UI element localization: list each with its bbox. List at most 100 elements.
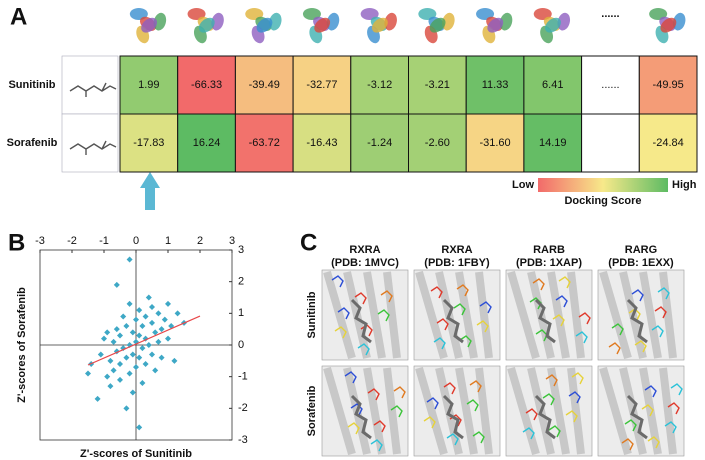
residue	[641, 404, 654, 417]
molecule	[69, 140, 117, 155]
ligand	[626, 298, 648, 344]
arrow	[140, 172, 160, 210]
ribbon	[639, 367, 662, 455]
residue	[631, 289, 644, 302]
scatter-point	[110, 338, 117, 345]
y-tick-label: -3	[238, 434, 248, 446]
heatmap-cell	[581, 113, 640, 173]
protein-structure	[153, 12, 167, 31]
ribbon	[567, 367, 585, 455]
cell-value: -3.12	[367, 79, 392, 91]
panel-label: C	[300, 229, 317, 256]
protein-structure	[211, 12, 224, 31]
scatter-point	[158, 354, 165, 361]
residue	[611, 323, 624, 336]
legend-high: High	[672, 179, 697, 191]
scatter-point	[85, 370, 91, 377]
residue	[472, 431, 485, 444]
molecule-box	[61, 55, 119, 115]
row-label: Sunitinib	[8, 79, 55, 91]
residue	[575, 331, 588, 344]
residue	[370, 439, 383, 452]
y-tick-label: -1	[238, 371, 248, 383]
scatter-point	[152, 329, 159, 336]
residue	[426, 397, 439, 410]
protein-structure	[371, 17, 388, 33]
residue	[558, 276, 571, 289]
scatter-point	[165, 335, 171, 342]
ribbon	[659, 271, 677, 359]
column-gene: RARG	[625, 244, 657, 256]
ribbon	[599, 366, 632, 456]
protein-structure	[545, 17, 561, 33]
ribbon	[383, 367, 401, 455]
heatmap-cell	[581, 55, 640, 115]
cell-value: -3.21	[425, 79, 450, 91]
x-tick-label: -2	[67, 235, 77, 247]
ligand	[442, 298, 464, 344]
residue	[578, 312, 591, 325]
protein-structure	[326, 12, 340, 31]
scatter-point	[136, 332, 143, 339]
scatter-point	[123, 323, 130, 329]
ribbon	[507, 366, 540, 456]
legend-bar	[538, 178, 668, 192]
y-tick-label: 0	[238, 339, 244, 351]
residue	[459, 335, 472, 348]
cell-value: 16.24	[193, 137, 221, 149]
protein-structure	[672, 12, 686, 31]
protein-structure	[557, 12, 571, 31]
scatter-point	[136, 424, 143, 431]
scatter-point	[145, 294, 152, 301]
scatter-point	[174, 310, 181, 317]
ligand	[534, 394, 556, 440]
ribbon	[415, 270, 448, 360]
x-tick-label: -1	[99, 235, 109, 247]
scatter-point	[139, 380, 146, 386]
molecule-box	[61, 113, 119, 173]
residue	[664, 421, 677, 434]
protein-structure	[256, 17, 273, 33]
residue	[647, 436, 660, 449]
ribbon	[323, 366, 356, 456]
residue	[377, 309, 390, 322]
protein-structure	[487, 17, 504, 33]
scatter-point	[94, 395, 101, 402]
residue	[621, 438, 634, 451]
column-gene: RXRA	[441, 244, 472, 256]
scatter-point	[113, 326, 120, 333]
protein-structure	[314, 17, 331, 33]
residue	[367, 388, 380, 401]
residue	[469, 380, 482, 393]
residue	[571, 372, 584, 385]
scatter-point	[126, 256, 133, 263]
protein-structure	[429, 17, 446, 33]
x-tick-label: 0	[133, 235, 139, 247]
residue	[331, 275, 344, 288]
cell-value: -2.60	[425, 137, 450, 149]
cell-value: -39.49	[249, 79, 280, 91]
residue	[466, 399, 479, 412]
protein-structure	[269, 12, 282, 31]
cell-value: -63.72	[249, 137, 280, 149]
x-tick-label: 3	[229, 235, 235, 247]
scatter-point	[107, 383, 114, 390]
scatter-point	[126, 370, 133, 377]
residue	[354, 292, 367, 305]
ligand	[534, 298, 556, 344]
x-tick-label: 2	[197, 235, 203, 247]
protein-structure	[384, 12, 397, 31]
heatmap-cell	[292, 55, 352, 115]
residue	[608, 342, 621, 355]
y-tick-label: 3	[238, 244, 244, 256]
panel-label: B	[8, 229, 25, 256]
cell-value: -66.33	[191, 79, 222, 91]
residue	[542, 393, 555, 406]
residue	[433, 337, 446, 350]
residue	[552, 314, 565, 327]
cell-value: -16.43	[306, 137, 337, 149]
scatter-point	[155, 310, 162, 317]
residue	[380, 290, 393, 303]
residue	[545, 374, 558, 387]
scatter-point	[97, 351, 104, 358]
